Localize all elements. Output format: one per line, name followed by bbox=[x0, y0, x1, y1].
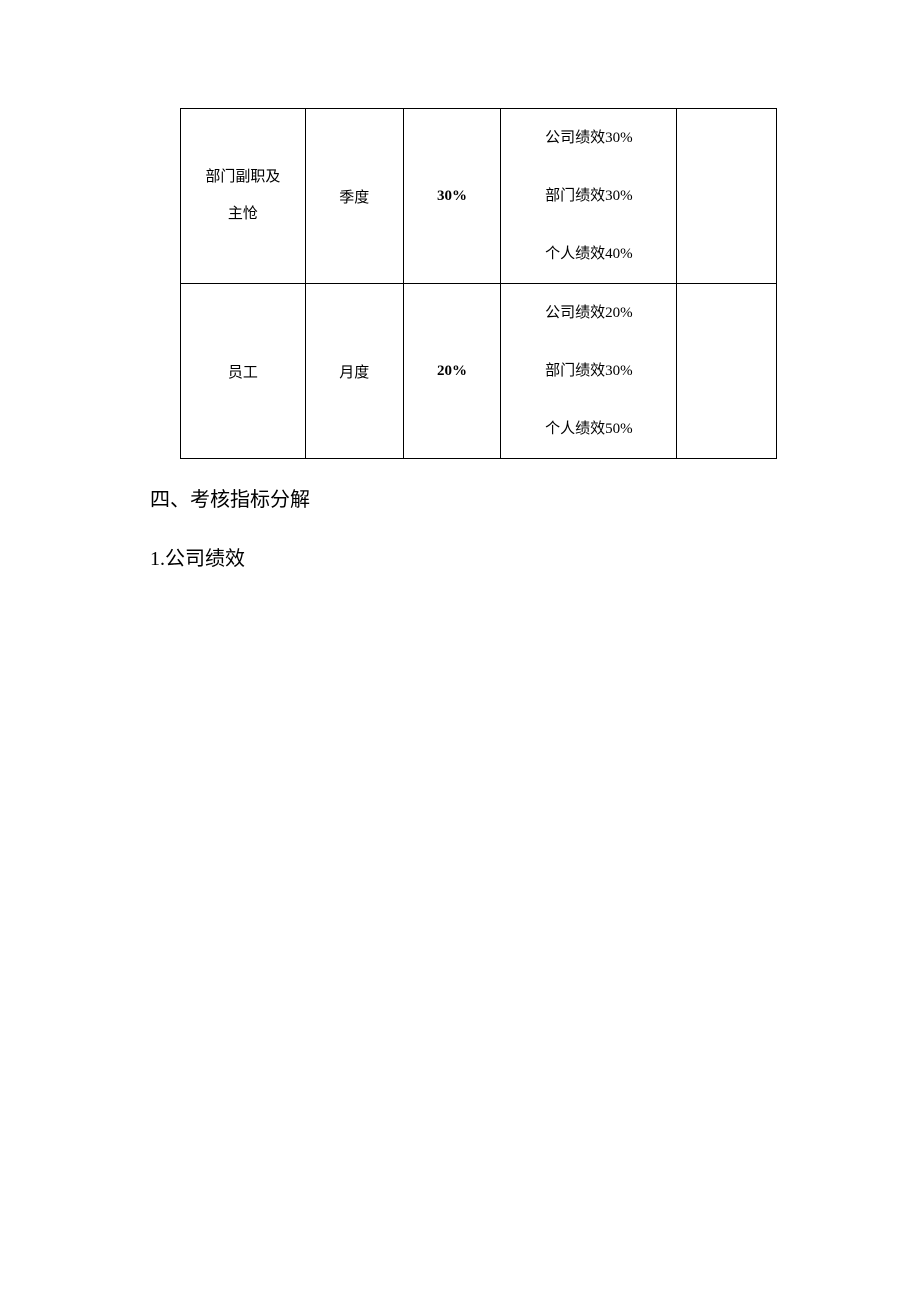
assessment-table: 部门副职及 主怆 季度 30% 公司绩效30% 部门绩效30% 个人绩效40% … bbox=[180, 108, 777, 459]
breakdown-item: 公司绩效30% bbox=[501, 109, 676, 167]
breakdown-item: 部门绩效30% bbox=[501, 167, 676, 225]
subsection-heading-1: 1.公司绩效 bbox=[150, 542, 920, 571]
position-cell: 员工 bbox=[181, 284, 306, 459]
percentage-cell: 20% bbox=[403, 284, 501, 459]
breakdown-cell: 公司绩效20% 部门绩效30% 个人绩效50% bbox=[501, 284, 677, 459]
breakdown-item: 个人绩效40% bbox=[501, 225, 676, 283]
breakdown-item: 个人绩效50% bbox=[501, 400, 676, 458]
period-cell: 季度 bbox=[305, 109, 403, 284]
period-cell: 月度 bbox=[305, 284, 403, 459]
breakdown-item: 部门绩效30% bbox=[501, 342, 676, 400]
position-line1: 部门副职及 bbox=[185, 159, 301, 197]
assessment-table-container: 部门副职及 主怆 季度 30% 公司绩效30% 部门绩效30% 个人绩效40% … bbox=[180, 108, 777, 459]
heading-section: 四、考核指标分解 1.公司绩效 bbox=[150, 483, 920, 571]
position-line2: 主怆 bbox=[185, 196, 301, 234]
percentage-cell: 30% bbox=[403, 109, 501, 284]
empty-cell bbox=[677, 109, 777, 284]
table-row: 部门副职及 主怆 季度 30% 公司绩效30% 部门绩效30% 个人绩效40% bbox=[181, 109, 777, 284]
empty-cell bbox=[677, 284, 777, 459]
position-cell: 部门副职及 主怆 bbox=[181, 109, 306, 284]
table-row: 员工 月度 20% 公司绩效20% 部门绩效30% 个人绩效50% bbox=[181, 284, 777, 459]
breakdown-item: 公司绩效20% bbox=[501, 284, 676, 342]
section-heading-4: 四、考核指标分解 bbox=[150, 483, 920, 512]
breakdown-cell: 公司绩效30% 部门绩效30% 个人绩效40% bbox=[501, 109, 677, 284]
